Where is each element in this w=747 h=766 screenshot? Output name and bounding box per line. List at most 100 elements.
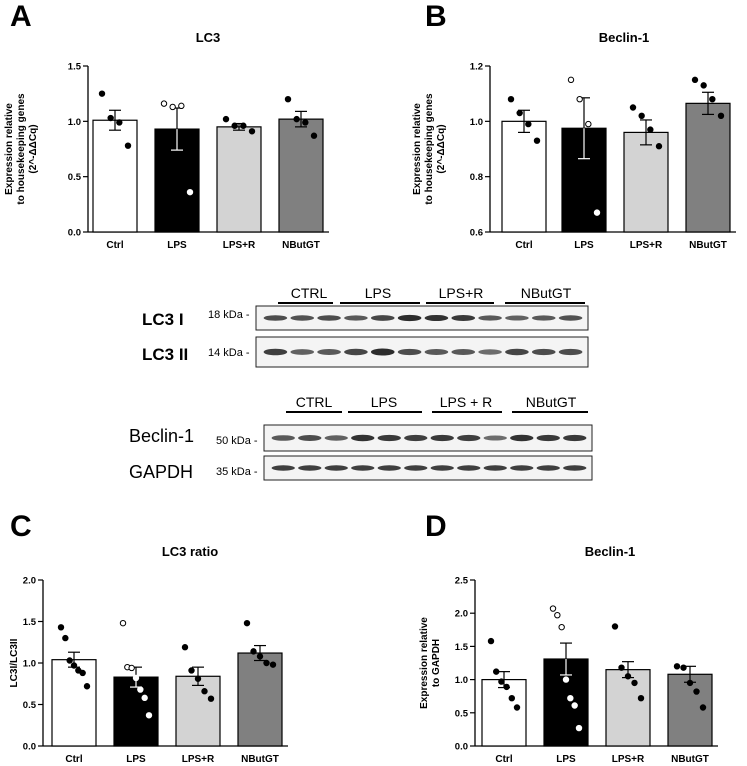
data-point (243, 619, 251, 627)
y-axis-label: Expression relative (412, 103, 423, 195)
data-point (201, 688, 208, 695)
y-tick-label: 1.0 (455, 675, 468, 686)
data-point (116, 119, 123, 126)
blot-band (298, 465, 322, 471)
blot-band (536, 465, 560, 471)
data-point (700, 82, 707, 89)
blot-band (397, 348, 422, 356)
blot-band (424, 349, 449, 355)
y-axis-label: to GAPDH (431, 639, 442, 687)
blot-band (404, 434, 428, 442)
blot-band (505, 348, 529, 356)
data-point (141, 694, 148, 702)
blot-kda-marker: 50 kDa - (216, 435, 258, 447)
y-axis-label: to housekeeping genes (424, 93, 435, 205)
data-point (629, 104, 637, 111)
data-point (503, 683, 510, 691)
y-tick-label: 1.5 (23, 617, 37, 628)
data-point (124, 142, 132, 149)
data-point (284, 96, 292, 103)
data-point (79, 669, 86, 677)
data-point (585, 120, 592, 128)
data-point (554, 611, 561, 619)
y-axis-label: to housekeeping genes (16, 93, 27, 205)
data-point (638, 112, 645, 120)
blot-band (536, 434, 560, 442)
blot1-headers: CTRL LPS LPS+R NButGT (278, 285, 585, 304)
bar (685, 102, 731, 233)
y-tick-label: 1.2 (470, 62, 483, 73)
blot-band (430, 434, 454, 442)
y-tick-label: 0.0 (68, 228, 81, 239)
data-point (567, 694, 574, 702)
data-point (516, 109, 523, 117)
y-tick-label: 0.0 (23, 742, 36, 753)
bands-gapdh (271, 465, 587, 471)
data-point (263, 659, 270, 667)
blot-band (324, 465, 348, 471)
y-axis-label: (2^-ΔΔCq) (436, 124, 447, 173)
x-tick-label: LPS+R (182, 754, 215, 765)
y-tick-label: 1.0 (470, 117, 483, 128)
chart-group-b: Beclin-1 Expression relative to housekeepi… (412, 30, 736, 251)
data-point (269, 661, 277, 668)
blot-band (451, 315, 476, 321)
blot-band (351, 434, 375, 442)
bar (92, 119, 138, 233)
data-point (673, 663, 681, 670)
blot-band (290, 315, 315, 321)
data-point (575, 724, 583, 732)
blot-band (377, 465, 401, 471)
blot-band (317, 315, 341, 321)
y-axis-label: (2^-ΔΔCq) (28, 124, 39, 173)
data-point (686, 679, 694, 687)
blot-kda-marker: 35 kDa - (216, 466, 258, 478)
blot-band (558, 348, 583, 356)
x-tick-label: NButGT (282, 240, 320, 251)
x-tick-label: LPS+R (630, 240, 663, 251)
bar (154, 128, 200, 233)
data-point (562, 676, 570, 683)
data-point (310, 132, 318, 139)
data-point (57, 624, 65, 631)
blot-band (483, 435, 507, 441)
data-point (507, 96, 515, 103)
panel-letter-a: A (10, 0, 32, 33)
blot1-group-label: LPS+R (439, 285, 484, 301)
blot-band (298, 435, 322, 441)
bar (605, 669, 651, 747)
y-tick-label: 0.8 (470, 172, 483, 183)
data-point (699, 704, 707, 711)
x-tick-label: Ctrl (515, 240, 532, 251)
blot-band (563, 465, 587, 471)
y-tick-label: 0.5 (23, 700, 37, 711)
panel-letter-d: D (425, 510, 447, 543)
data-point (533, 137, 541, 144)
data-point (498, 678, 505, 685)
y-tick-label: 1.0 (68, 117, 81, 128)
data-point (107, 114, 114, 122)
x-tick-label: NButGT (241, 754, 279, 765)
data-point (186, 188, 194, 196)
western-blots: CTRL LPS LPS+R NButGT LC3 I 18 kDa - LC3… (129, 285, 593, 482)
x-tick-label: NButGT (689, 240, 727, 251)
data-point (618, 664, 625, 671)
x-tick-label: Ctrl (65, 754, 82, 765)
y-tick-label: 2.5 (455, 576, 469, 587)
data-point (98, 90, 106, 97)
data-point (302, 119, 309, 126)
data-point (508, 694, 515, 702)
blot-band (510, 465, 534, 471)
data-point (240, 122, 247, 129)
data-point (250, 648, 257, 655)
blot-band (478, 349, 502, 355)
chart-title: LC3 (196, 30, 221, 45)
chart-title: LC3 ratio (162, 544, 218, 559)
blot-band (457, 434, 481, 442)
blot-band (404, 465, 428, 471)
data-point (593, 209, 601, 216)
data-point (709, 96, 716, 103)
blot-kda-marker: 14 kDa - (208, 347, 250, 359)
blot-band (317, 349, 341, 355)
